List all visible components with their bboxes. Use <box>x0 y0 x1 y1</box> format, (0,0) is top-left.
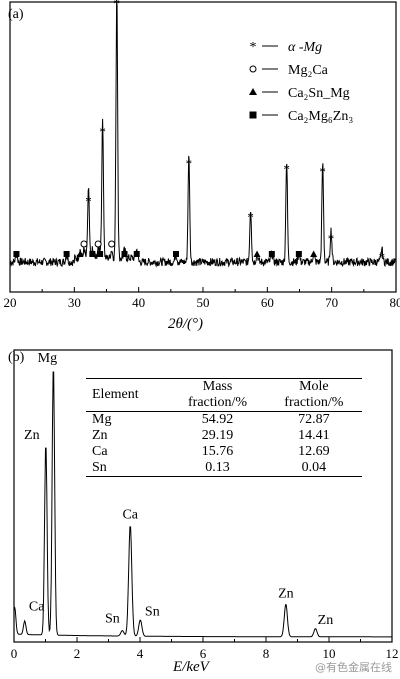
x-tick-label: 50 <box>197 295 210 310</box>
peak-label: Mg <box>38 351 57 366</box>
x-tick-label: 80 <box>390 295 400 310</box>
xrd-chart: * * * * * * * * * 20 30 40 50 60 70 80 * α -Mg Mg₂Ca Ca₂Sn_… <box>4 0 400 310</box>
cell-element: Mg <box>92 412 112 427</box>
peak-label: Sn <box>105 612 120 627</box>
mg2ca-marker <box>80 240 88 248</box>
panel-a-label: (a) <box>8 7 24 22</box>
ca2mg6zn3-marker <box>295 251 302 257</box>
peak-label: Zn <box>318 613 334 628</box>
alpha-mg-marker: * <box>186 156 193 171</box>
alpha-mg-marker: * <box>114 0 121 11</box>
x-tick-label: 2 <box>74 646 81 661</box>
cell-element: Zn <box>92 428 108 443</box>
header-mass-1: Mass <box>202 379 233 394</box>
ca2mg6zn3-marker <box>133 251 140 257</box>
watermark: @有色金属在线 <box>315 661 392 674</box>
x-tick-label: 4 <box>137 646 144 661</box>
ca2mg6zn3-marker <box>172 251 179 257</box>
table-row: Mg 54.92 72.87 <box>86 412 362 429</box>
table-header-row-2: fraction/% fraction/% <box>86 395 362 412</box>
cell-mass: 0.13 <box>205 460 230 475</box>
alpha-mg-marker: * <box>379 249 386 264</box>
cell-element: Sn <box>92 460 107 475</box>
peak-label: Sn <box>145 605 160 620</box>
ca2mg6zn3-marker <box>13 251 20 257</box>
alpha-mg-marker: * <box>283 161 290 176</box>
x-tick-label: 10 <box>323 646 336 661</box>
x-tick-label: 40 <box>132 295 145 310</box>
cell-mass: 15.76 <box>201 444 234 459</box>
mg2ca-marker <box>94 240 102 248</box>
x-tick-label: 6 <box>200 646 207 661</box>
x-tick-label: 0 <box>11 646 18 661</box>
alpha-mg-marker: * <box>85 193 92 208</box>
peak-label: Ca <box>122 507 138 522</box>
alpha-mg-marker: * <box>319 164 326 179</box>
cell-mole: 72.87 <box>298 412 330 427</box>
alpha-mg-marker: * <box>247 209 254 224</box>
cell-mass: 29.19 <box>201 428 234 443</box>
cell-mass: 54.92 <box>201 412 234 427</box>
ca2sn-mg-marker <box>310 250 318 257</box>
panel-b-label: (b) <box>8 350 25 365</box>
ca2sn-mg-marker <box>76 250 84 257</box>
x-tick-label: 12 <box>386 646 399 661</box>
ca2mg6zn3-marker <box>121 251 128 257</box>
xrd-x-axis-title: 2θ/(°) <box>168 316 204 332</box>
x-tick-label: 70 <box>325 295 338 310</box>
table-row: Sn 0.13 0.04 <box>86 460 362 477</box>
legend-label: Ca₂Mg₆Zn₃ <box>288 109 353 124</box>
legend-label: α -Mg <box>288 40 322 55</box>
cell-mole: 0.04 <box>301 460 327 475</box>
table-header-row-1: Element Mass Mole <box>86 378 362 402</box>
mg2ca-marker <box>108 240 116 248</box>
legend-star-icon: * <box>250 40 257 55</box>
alpha-mg-marker: * <box>99 124 106 139</box>
table-row: Zn 29.19 14.41 <box>86 428 362 444</box>
legend-circle-icon <box>249 65 257 73</box>
cell-element: Ca <box>92 444 108 459</box>
header-mole-2: fraction/% <box>284 395 344 410</box>
eds-panel: Ca Zn Mg Ca Sn Sn Zn Zn 0 2 4 6 8 10 12 E/keV <box>0 340 400 679</box>
plot-frame <box>9 1 397 293</box>
cell-mole: 14.41 <box>298 428 330 443</box>
legend-square-icon <box>249 111 257 119</box>
xrd-panel: (a) * * * * * * * * * 20 30 40 50 60 70 80 * α -Mg Mg₂Ca Ca… <box>4 0 400 332</box>
x-tick-label: 60 <box>261 295 274 310</box>
cell-mole: 12.69 <box>298 444 330 459</box>
x-tick-label: 30 <box>68 295 81 310</box>
alpha-mg-marker: * <box>328 231 335 246</box>
header-mole-1: Mole <box>299 379 329 394</box>
eds-x-axis-title: E/keV <box>173 659 209 675</box>
peak-label: Ca <box>29 599 45 614</box>
ca2mg6zn3-marker <box>268 251 275 257</box>
ca2mg6zn3-marker <box>97 251 104 257</box>
ca2mg6zn3-marker <box>63 251 70 257</box>
peak-label: Zn <box>278 586 294 601</box>
ca2mg6zn3-marker <box>89 251 96 257</box>
xrd-series-line <box>9 0 396 268</box>
legend-label: Mg₂Ca <box>288 63 329 78</box>
x-tick-label: 8 <box>263 646 270 661</box>
peak-label: Zn <box>24 428 40 443</box>
header-element: Element <box>92 387 139 402</box>
legend-label: Ca₂Sn_Mg <box>288 86 350 101</box>
composition-table: Element Mass Mole fraction/% fraction/% … <box>86 378 362 477</box>
header-mass-2: fraction/% <box>188 395 248 410</box>
eds-series-line <box>13 371 392 638</box>
x-tick-label: 20 <box>4 295 17 310</box>
legend-triangle-icon <box>249 88 257 95</box>
table-row: Ca 15.76 12.69 <box>86 444 362 460</box>
ca2sn-mg-marker <box>253 250 261 257</box>
